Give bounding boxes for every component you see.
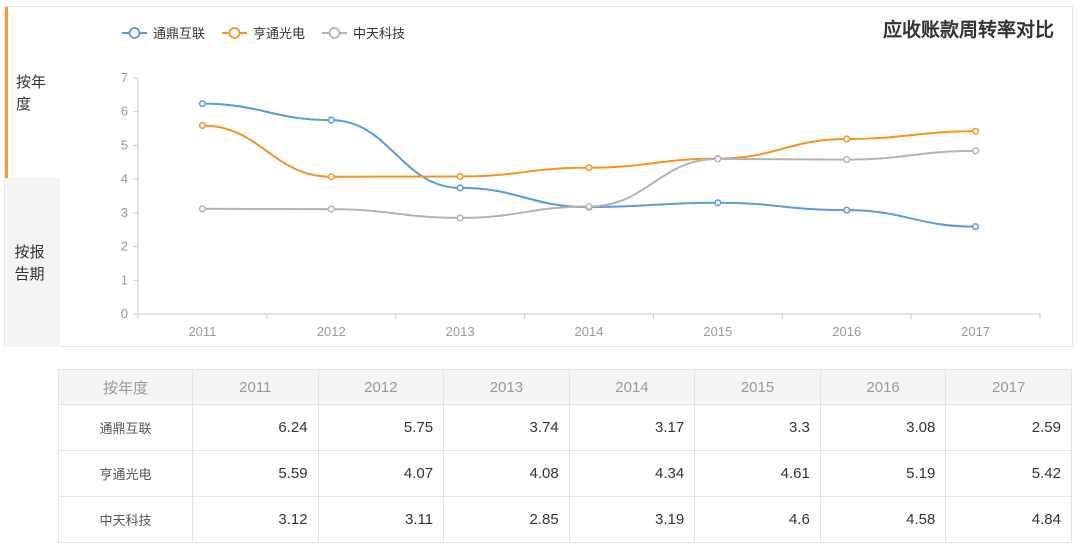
table-row: 通鼎互联 6.24 5.75 3.74 3.17 3.3 3.08 2.59 [58, 404, 1072, 451]
table-row: 亨通光电 5.59 4.07 4.08 4.34 4.61 5.19 5.42 [58, 450, 1072, 497]
y-tick-label: 1 [121, 272, 128, 287]
table-cell: 3.17 [568, 404, 696, 451]
x-tick-label: 2017 [961, 324, 990, 339]
data-point [198, 121, 206, 130]
table-cell: 5.59 [192, 450, 319, 497]
table-header-row: 按年度 2011 2012 2013 2014 2015 2016 2017 [58, 369, 1072, 405]
row-company-name: 亨通光电 [58, 450, 193, 497]
table-header-year: 2014 [568, 369, 696, 405]
data-point [843, 156, 851, 164]
tab-by-report-period[interactable]: 按报告期 [5, 178, 60, 347]
y-tick-label: 2 [121, 239, 128, 254]
table-cell: 3.12 [192, 496, 319, 543]
table-cell: 4.07 [317, 450, 445, 497]
data-point [843, 206, 851, 214]
chart-title: 应收账款周转率对比 [882, 19, 1054, 41]
x-tick-label: 2015 [703, 324, 732, 339]
table-cell: 3.08 [819, 404, 947, 451]
y-tick-label: 5 [121, 137, 128, 152]
table-cell: 4.84 [945, 496, 1072, 543]
data-point [456, 184, 464, 192]
table-cell: 4.58 [819, 496, 947, 543]
row-company-name: 中天科技 [58, 496, 193, 543]
data-point [456, 214, 464, 222]
data-point [972, 147, 980, 155]
table-cell: 4.61 [694, 450, 821, 497]
x-tick-label: 2014 [575, 324, 604, 339]
table-header-year: 2012 [317, 369, 445, 405]
line-chart: 0 1 2 3 4 5 6 7 2011 2012 2013 2014 2015 2016 2017 通鼎互联… [121, 26, 1041, 339]
table-cell: 5.75 [317, 404, 445, 451]
row-company-name: 通鼎互联 [58, 404, 193, 451]
tab-by-year[interactable]: 按年度 [5, 7, 60, 178]
table-header-year: 2017 [945, 369, 1072, 405]
table-cell: 3.19 [568, 496, 696, 543]
table-header-year: 2011 [192, 369, 319, 405]
data-point [585, 164, 593, 172]
data-point [585, 202, 593, 211]
data-point [456, 172, 464, 180]
legend-label: 通鼎互联 [153, 27, 205, 42]
data-point [327, 205, 335, 213]
table-cell: 2.85 [443, 496, 570, 543]
table-cell: 3.74 [443, 404, 570, 451]
table-header-year: 2013 [443, 369, 570, 405]
data-point [198, 205, 206, 213]
data-table: 按年度 2011 2012 2013 2014 2015 2016 2017 通… [58, 369, 1072, 543]
table-cell: 5.42 [945, 450, 1072, 497]
table-cell: 2.59 [945, 404, 1072, 451]
data-point [972, 223, 980, 231]
y-tick-label: 6 [121, 104, 128, 119]
table-header-year: 2015 [694, 369, 821, 405]
x-tick-label: 2011 [188, 324, 216, 339]
x-tick-label: 2012 [317, 324, 346, 339]
table-cell: 6.24 [192, 404, 319, 451]
legend-marker [128, 27, 141, 39]
chart-panel: 按年度 按报告期 0 1 2 3 4 5 6 7 2011 2012 2013 2014 2015 201… [4, 6, 1073, 347]
y-tick-label: 3 [121, 205, 128, 220]
table-cell: 4.08 [443, 450, 570, 497]
tab-by-report-period-label: 按报告期 [14, 242, 45, 283]
data-point [327, 116, 335, 124]
data-point [714, 199, 722, 207]
table-header-label: 按年度 [58, 369, 193, 405]
table-cell: 3.3 [694, 404, 821, 451]
y-tick-label: 4 [121, 171, 128, 186]
tab-by-year-label: 按年度 [16, 72, 47, 113]
table-cell: 4.6 [694, 496, 821, 543]
data-point [327, 173, 335, 181]
legend-label: 中天科技 [353, 27, 405, 42]
y-tick-label: 7 [121, 70, 128, 85]
data-point [843, 135, 851, 143]
y-tick-label: 0 [121, 306, 128, 321]
x-tick-label: 2016 [832, 324, 861, 339]
data-point [972, 127, 980, 135]
legend-label: 亨通光电 [253, 26, 305, 42]
table-cell: 3.11 [317, 496, 445, 543]
data-point [714, 155, 722, 163]
data-point [198, 100, 206, 108]
table-cell: 4.34 [568, 450, 696, 497]
table-row: 中天科技 3.12 3.11 2.85 3.19 4.6 4.58 4.84 [58, 496, 1072, 543]
table-header-year: 2016 [819, 369, 947, 405]
legend-marker [228, 27, 241, 39]
legend-marker [328, 27, 341, 39]
table-cell: 5.19 [819, 450, 947, 497]
x-tick-label: 2013 [446, 324, 475, 339]
